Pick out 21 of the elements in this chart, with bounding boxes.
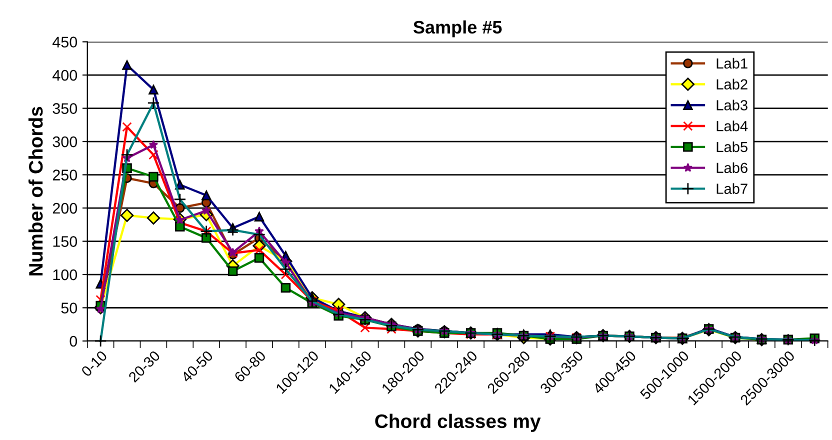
legend-label: Lab1 xyxy=(716,58,748,69)
x-axis-title: Chord classes my xyxy=(375,414,541,432)
legend-label: Lab2 xyxy=(716,78,748,90)
y-tick-label: 400 xyxy=(52,70,78,81)
y-axis-title: Number of Chords xyxy=(28,106,43,276)
legend-label: Lab6 xyxy=(716,162,748,174)
y-tick-label: 200 xyxy=(52,202,78,214)
y-tick-label: 0 xyxy=(70,336,78,347)
y-tick-label: 100 xyxy=(53,269,78,280)
y-tick-label: 150 xyxy=(53,236,78,247)
y-tick-label: 450 xyxy=(52,36,78,48)
legend-label: Lab4 xyxy=(716,120,748,132)
y-tick-label: 300 xyxy=(52,136,78,148)
legend-label: Lab3 xyxy=(716,100,748,110)
legend-label: Lab7 xyxy=(716,183,748,194)
legend-label: Lab5 xyxy=(716,141,748,152)
x-tick-label: 0-10 xyxy=(80,350,108,378)
y-tick-label: 350 xyxy=(52,103,78,114)
y-tick-label: 250 xyxy=(52,170,78,180)
chart-title: Sample #5 xyxy=(413,20,502,38)
y-tick-label: 50 xyxy=(61,302,78,314)
